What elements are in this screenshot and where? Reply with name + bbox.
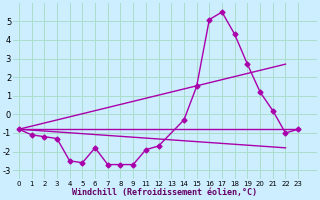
X-axis label: Windchill (Refroidissement éolien,°C): Windchill (Refroidissement éolien,°C) — [72, 188, 257, 197]
